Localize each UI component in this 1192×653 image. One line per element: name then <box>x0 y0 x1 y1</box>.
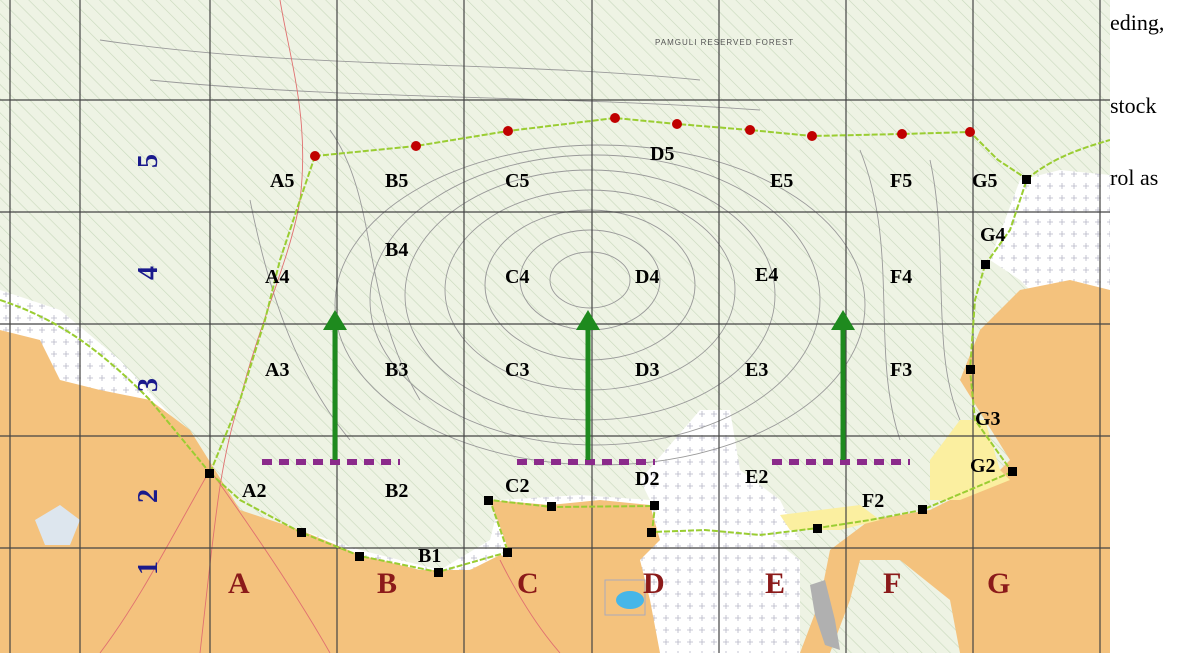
side-text-line-3: rol as <box>1110 165 1159 190</box>
boundary-marker <box>503 126 513 136</box>
boundary-marker <box>205 469 214 478</box>
column-label-a: A <box>228 567 250 600</box>
map-figure: PAMGULI RESERVED FOREST A5 B5 C5 D5 E5 F… <box>0 0 1110 653</box>
cell-label-b1: B1 <box>418 545 441 567</box>
cell-label-e2: E2 <box>745 466 768 488</box>
map-canvas: PAMGULI RESERVED FOREST A5 B5 C5 D5 E5 F… <box>0 0 1110 653</box>
pond-outline <box>604 579 646 616</box>
cell-label-f3: F3 <box>890 359 912 381</box>
column-label-c: C <box>517 567 539 600</box>
cell-label-f5: F5 <box>890 170 912 192</box>
boundary-marker <box>650 501 659 510</box>
arrowhead <box>576 310 600 330</box>
cell-label-g4: G4 <box>980 224 1006 246</box>
cell-label-b2: B2 <box>385 480 408 502</box>
boundary-marker <box>965 127 975 137</box>
gray-feature <box>810 580 840 650</box>
boundary-marker <box>813 524 822 533</box>
contour-lines <box>99 39 961 466</box>
transect-arrows <box>323 310 855 460</box>
cell-label-d2: D2 <box>635 468 659 490</box>
cell-label-a4: A4 <box>265 266 289 288</box>
row-labels: 1 2 3 4 5 <box>133 154 164 575</box>
boundary-marker <box>310 151 320 161</box>
pond <box>616 591 644 609</box>
boundary-marker <box>981 260 990 269</box>
forest-boundary <box>0 116 1110 574</box>
boundary-marker <box>547 502 556 511</box>
cell-label-g5: G5 <box>972 170 998 192</box>
cell-label-e4: E4 <box>755 264 778 286</box>
boundary-marker <box>434 568 443 577</box>
boundary-marker <box>647 528 656 537</box>
cell-label-d3: D3 <box>635 359 659 381</box>
cell-label-c4: C4 <box>505 266 529 288</box>
boundary-marker <box>484 496 493 505</box>
row-label-4: 4 <box>133 266 164 280</box>
column-label-f: F <box>883 567 901 600</box>
boundary-marker <box>1008 467 1017 476</box>
bottom-boundary-markers <box>205 175 1031 577</box>
boundary-marker <box>1022 175 1031 184</box>
boundary-marker <box>503 548 512 557</box>
cell-labels: A5 B5 C5 D5 E5 F5 G5 G4 B4 A4 C4 D4 E4 F… <box>242 143 1006 567</box>
cell-label-a5: A5 <box>270 170 294 192</box>
top-boundary-markers <box>310 113 975 161</box>
grid <box>0 0 1110 653</box>
column-labels: A B C D E F G <box>228 567 1010 600</box>
boundary-marker <box>411 141 421 151</box>
row-label-3: 3 <box>133 378 164 392</box>
cell-label-c2: C2 <box>505 475 529 497</box>
boundary-marker <box>807 131 817 141</box>
boundary-marker <box>897 129 907 139</box>
cell-label-e5: E5 <box>770 170 793 192</box>
row-label-5: 5 <box>133 154 164 168</box>
cell-label-e3: E3 <box>745 359 768 381</box>
cell-label-b5: B5 <box>385 170 408 192</box>
boundary-marker <box>355 552 364 561</box>
boundary-marker <box>672 119 682 129</box>
cell-label-d4: D4 <box>635 266 659 288</box>
column-label-b: B <box>377 567 397 600</box>
arrowhead <box>323 310 347 330</box>
open-land-mid <box>640 410 800 540</box>
settlement-area-yellow-2 <box>780 505 880 530</box>
boundary-marker <box>745 125 755 135</box>
column-label-g: G <box>987 567 1010 600</box>
boundary-marker <box>966 365 975 374</box>
column-label-d: D <box>643 567 665 600</box>
forest-name-label: PAMGULI RESERVED FOREST <box>655 38 794 47</box>
cell-label-g3: G3 <box>975 408 1001 430</box>
arrowhead <box>831 310 855 330</box>
column-label-e: E <box>765 567 785 600</box>
boundary-marker <box>610 113 620 123</box>
side-text-line-2: stock <box>1110 93 1157 118</box>
cell-label-a3: A3 <box>265 359 289 381</box>
boundary-marker <box>918 505 927 514</box>
cell-label-c5: C5 <box>505 170 529 192</box>
cell-label-c3: C3 <box>505 359 529 381</box>
cell-label-g2: G2 <box>970 455 996 477</box>
cell-label-b3: B3 <box>385 359 408 381</box>
row-label-2: 2 <box>133 489 164 503</box>
water-patch-left <box>35 505 80 545</box>
row-label-1: 1 <box>133 561 164 575</box>
boundary-marker <box>297 528 306 537</box>
settlement-area-right <box>800 280 1110 653</box>
cell-label-d5: D5 <box>650 143 674 165</box>
cell-label-a2: A2 <box>242 480 266 502</box>
cell-label-f2: F2 <box>862 490 884 512</box>
side-text-line-1: eding, <box>1110 10 1165 35</box>
cell-label-b4: B4 <box>385 239 408 261</box>
cell-label-f4: F4 <box>890 266 912 288</box>
